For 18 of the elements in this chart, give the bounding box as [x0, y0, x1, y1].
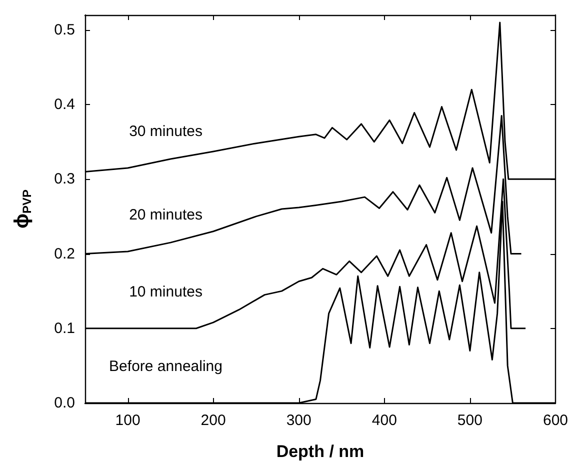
y-tick-label: 0.2 — [54, 245, 75, 262]
x-tick-label: 300 — [286, 412, 312, 429]
x-tick-label: 500 — [457, 412, 482, 429]
x-tick-label: 400 — [372, 412, 397, 429]
y-tick-label: 0.5 — [54, 21, 75, 38]
y-tick-label: 0.1 — [54, 320, 75, 337]
series-label: Before annealing — [109, 358, 222, 375]
series-label: 10 minutes — [129, 283, 202, 300]
y-tick-label: 0.3 — [54, 170, 75, 188]
series-label: 30 minutes — [129, 122, 202, 140]
series-label: 20 minutes — [129, 206, 202, 224]
y-tick-label: 0.4 — [54, 96, 75, 114]
x-tick-label: 200 — [200, 412, 226, 429]
x-axis-title: Depth / nm — [276, 442, 364, 461]
y-tick-label: 0.0 — [54, 394, 75, 412]
x-tick-label: 600 — [542, 412, 568, 429]
x-tick-label: 100 — [115, 412, 140, 429]
y-axis-title: ϕPVP — [11, 189, 34, 229]
